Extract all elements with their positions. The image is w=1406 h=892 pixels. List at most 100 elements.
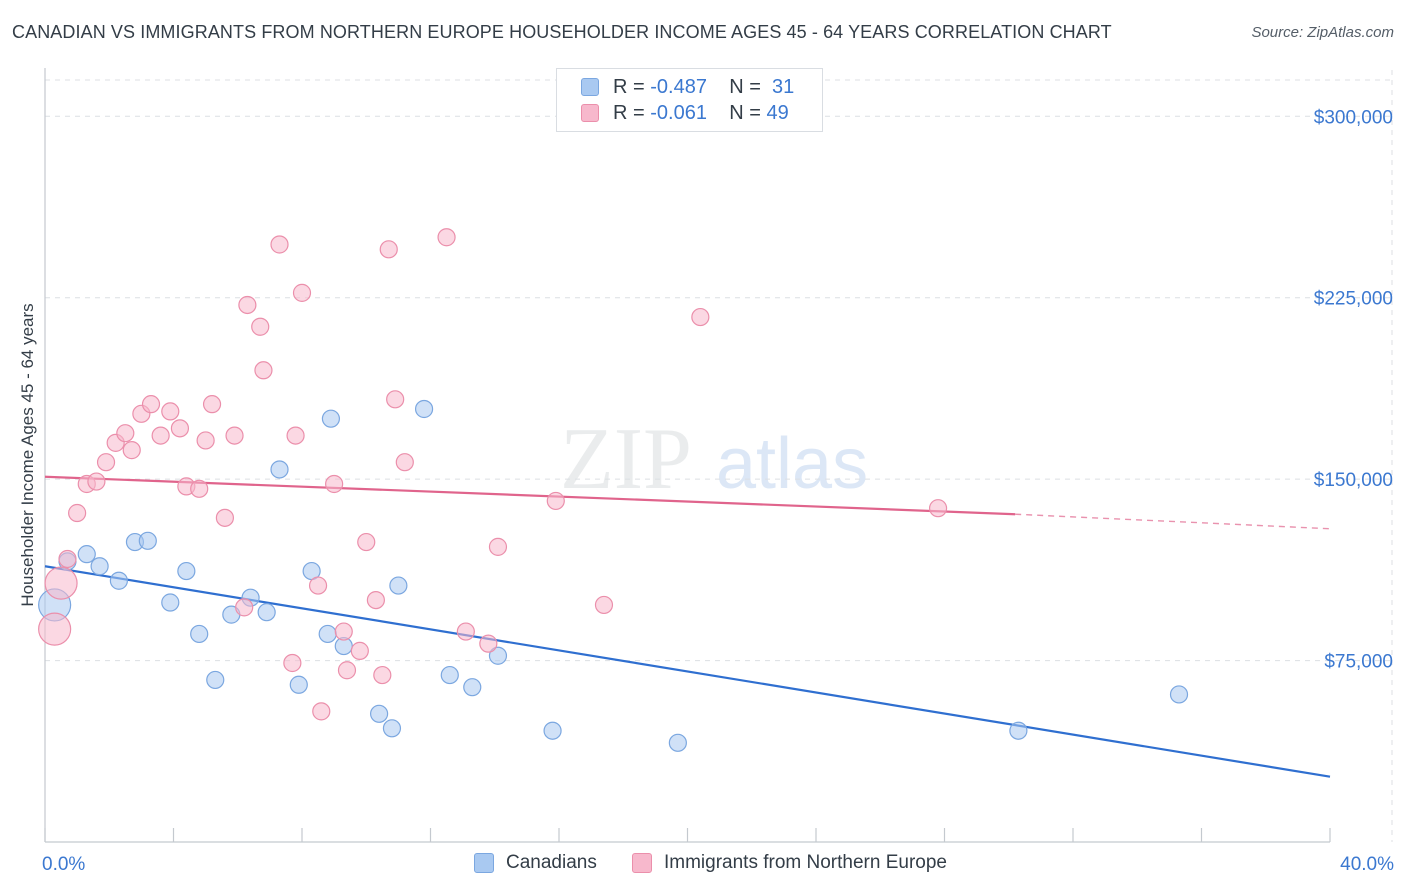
axes xyxy=(44,68,1331,843)
y-axis-label: Householder Income Ages 45 - 64 years xyxy=(18,303,37,607)
immigrants-point xyxy=(546,491,565,511)
immigrants-point xyxy=(479,634,498,653)
immigrants-point xyxy=(122,441,141,460)
immigrants-point xyxy=(202,395,222,414)
r-label: R = xyxy=(613,76,651,98)
canadians-point xyxy=(206,670,225,690)
canadians-point xyxy=(270,460,289,479)
canadians-point xyxy=(77,545,96,564)
immigrants-point xyxy=(161,402,180,421)
immigrants-point xyxy=(334,622,353,641)
immigrants-point xyxy=(235,598,254,617)
canadians-point xyxy=(488,646,508,665)
y-tick-label: $150,000 xyxy=(1314,470,1393,491)
immigrants-point xyxy=(151,426,170,445)
legend-label: Immigrants from Northern Europe xyxy=(664,852,947,873)
canadians-swatch xyxy=(581,78,599,96)
immigrants-point xyxy=(141,395,161,414)
canadians-point xyxy=(1009,721,1028,740)
n-value: 31 xyxy=(772,76,795,98)
immigrants-point xyxy=(283,653,302,673)
immigrants-point xyxy=(357,532,376,552)
r-label: R = xyxy=(613,102,651,124)
immigrants-point xyxy=(325,474,344,494)
immigrants-point xyxy=(379,240,398,259)
immigrants-point xyxy=(196,431,215,450)
canadians-point xyxy=(318,624,337,644)
stats-legend: R = -0.487 N = 31 R = -0.061 N = 49 xyxy=(556,68,823,132)
immigrants-point xyxy=(286,426,305,445)
canadians-point xyxy=(109,571,128,590)
immigrants-point xyxy=(395,453,414,472)
x-tick-label: 40.0% xyxy=(1340,854,1394,875)
source-label: Source: ZipAtlas.com xyxy=(1251,24,1394,41)
chart-title: CANADIAN VS IMMIGRANTS FROM NORTHERN EUR… xyxy=(12,22,1112,42)
y-tick-labels: $75,000 $150,000 $225,000 $300,000 xyxy=(1314,107,1393,672)
immigrants-point xyxy=(366,590,385,610)
y-tick-label: $300,000 xyxy=(1314,107,1393,128)
immigrants-point xyxy=(170,419,190,438)
immigrants-point xyxy=(44,566,78,600)
trend-lines xyxy=(44,475,1331,778)
canadians-point xyxy=(1169,685,1189,704)
canadians-point xyxy=(463,678,482,697)
immigrants-point xyxy=(594,595,614,615)
immigrants-point xyxy=(254,361,273,380)
trend-line-extension xyxy=(1015,513,1331,530)
canadians-point xyxy=(177,561,196,581)
immigrants-point xyxy=(308,576,328,595)
r-value: -0.061 xyxy=(650,102,707,124)
y-tick-label: $75,000 xyxy=(1324,652,1393,673)
immigrants-point xyxy=(488,537,508,556)
watermark-zip: ZIP xyxy=(560,411,692,508)
data-points xyxy=(38,228,1189,752)
watermark: ZIP atlas xyxy=(560,411,868,508)
canadians-point xyxy=(440,665,459,685)
immigrants-point xyxy=(68,503,87,523)
canadians-point xyxy=(382,719,402,738)
canadians-point xyxy=(321,409,341,428)
r-value: -0.487 xyxy=(650,76,707,98)
immigrants-point xyxy=(251,317,270,336)
immigrants-point xyxy=(373,665,392,685)
grid-lines xyxy=(45,70,1393,842)
immigrants-point xyxy=(270,235,289,254)
immigrants-legend-swatch xyxy=(632,853,652,873)
x-tick-labels: 0.0% 40.0% xyxy=(42,854,1394,875)
canadians-point xyxy=(190,624,209,644)
canadians-point xyxy=(414,399,434,419)
canadians-point xyxy=(543,721,562,740)
immigrants-point xyxy=(58,549,77,569)
immigrants-point xyxy=(437,228,456,247)
canadians-point xyxy=(389,576,408,595)
immigrants-point xyxy=(96,453,116,472)
immigrants-point xyxy=(238,295,257,315)
immigrants-swatch xyxy=(581,104,599,122)
series-legend: Canadians Immigrants from Northern Europ… xyxy=(0,852,1406,878)
watermark-atlas: atlas xyxy=(716,424,868,504)
trend-line xyxy=(44,565,1331,778)
y-tick-label: $225,000 xyxy=(1314,289,1393,310)
n-label: N = xyxy=(729,102,767,124)
immigrants-point xyxy=(691,307,710,327)
canadians-point xyxy=(138,531,157,550)
n-value: 49 xyxy=(766,102,789,124)
canadians-point xyxy=(90,557,109,576)
immigrants-point xyxy=(312,702,331,721)
immigrants-point xyxy=(215,508,234,527)
trend-line xyxy=(44,475,1016,516)
immigrants-point xyxy=(928,499,948,518)
immigrants-point xyxy=(190,479,209,498)
immigrants-point xyxy=(337,661,357,680)
canadians-point xyxy=(668,733,687,752)
canadians-point xyxy=(161,593,180,612)
canadians-point xyxy=(257,603,276,622)
immigrants-point xyxy=(386,390,405,409)
immigrants-point xyxy=(225,426,244,445)
immigrants-point xyxy=(350,641,369,660)
legend-label: Canadians xyxy=(506,852,597,873)
immigrants-point xyxy=(87,472,106,491)
canadians-legend-swatch xyxy=(474,853,494,873)
immigrants-point xyxy=(116,424,135,443)
